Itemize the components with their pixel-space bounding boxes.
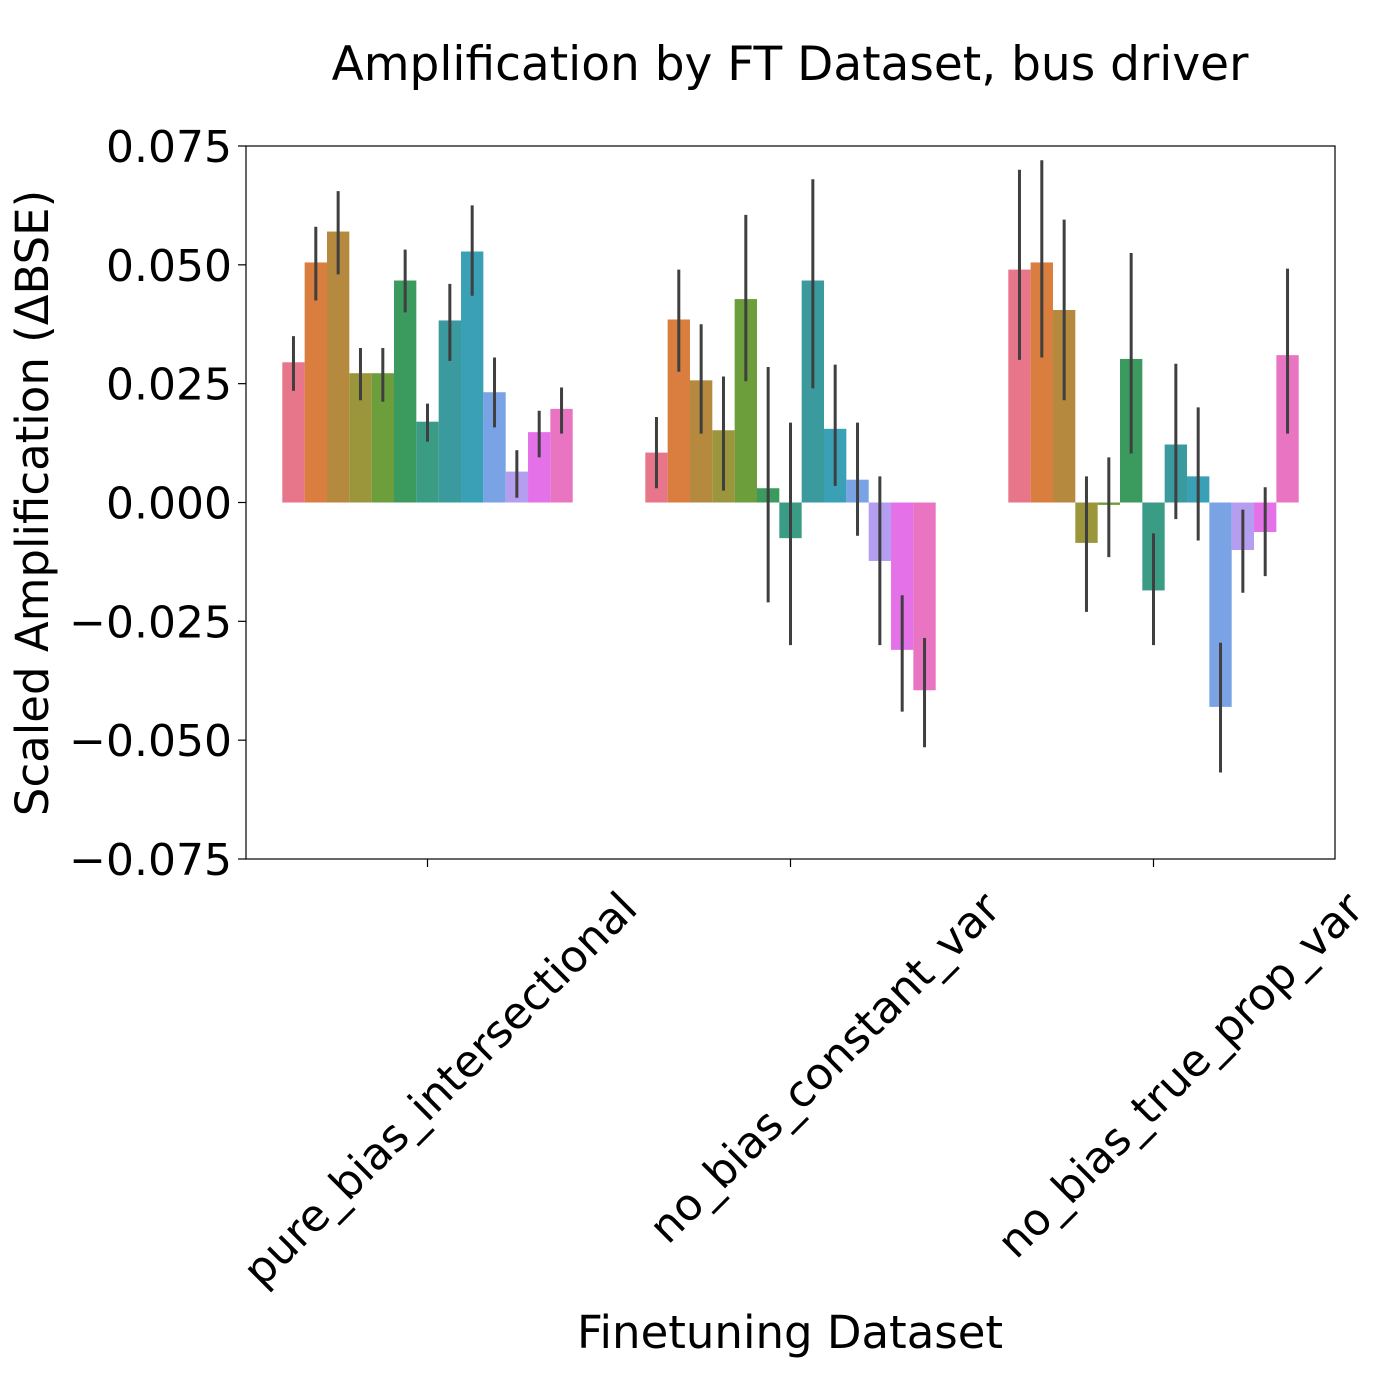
y-axis-label: Scaled Amplification (ΔBSE) xyxy=(6,190,59,816)
y-tick-label: −0.050 xyxy=(69,716,232,767)
x-tick-label-pure_bias_intersectional: pure_bias_intersectional xyxy=(233,883,647,1297)
bar-no_bias_constant_var-series-2 xyxy=(667,319,690,503)
bar-pure_bias_intersectional-series-6 xyxy=(393,280,417,503)
bar-no_bias_true_prop_var-series-3 xyxy=(1052,309,1076,503)
bar-no_bias_constant_var-series-8 xyxy=(801,280,825,503)
y-tick-label: −0.025 xyxy=(69,597,232,648)
y-tick-label: −0.075 xyxy=(69,835,232,886)
bar-no_bias_constant_var-series-5 xyxy=(734,299,757,503)
x-tick-label-no_bias_constant_var: no_bias_constant_var xyxy=(640,882,1011,1253)
bar-no_bias_constant_var-series-12 xyxy=(891,502,914,650)
bar-no_bias_true_prop_var-series-10 xyxy=(1209,502,1232,707)
x-axis-label: Finetuning Dataset xyxy=(577,1306,1003,1359)
bar-no_bias_true_prop_var-series-1 xyxy=(1008,269,1031,503)
bar-pure_bias_intersectional-series-1 xyxy=(282,362,305,503)
bar-pure_bias_intersectional-series-9 xyxy=(461,251,484,503)
chart-title: Amplification by FT Dataset, bus driver xyxy=(332,37,1249,92)
bar-pure_bias_intersectional-series-5 xyxy=(371,373,394,503)
bar-pure_bias_intersectional-series-10 xyxy=(483,392,506,503)
bar-pure_bias_intersectional-series-3 xyxy=(326,231,350,503)
x-axis: pure_bias_intersectionalno_bias_constant… xyxy=(233,859,1374,1297)
bar-pure_bias_intersectional-series-8 xyxy=(438,320,462,503)
bar-pure_bias_intersectional-series-13 xyxy=(550,408,573,503)
bar-pure_bias_intersectional-series-4 xyxy=(349,373,372,503)
bar-no_bias_constant_var-series-3 xyxy=(689,380,713,503)
bar-no_bias_true_prop_var-series-2 xyxy=(1030,262,1053,503)
bar-pure_bias_intersectional-series-7 xyxy=(416,421,439,503)
x-tick-label-no_bias_true_prop_var: no_bias_true_prop_var xyxy=(988,882,1374,1268)
y-axis: 0.075 0.050 0.025 0.000 −0.025 −0.050 −0.075 xyxy=(69,122,246,886)
bar-no_bias_constant_var-series-13 xyxy=(913,502,936,691)
y-tick-label: 0.050 xyxy=(106,241,232,292)
y-tick-label: 0.000 xyxy=(106,479,232,530)
bar-pure_bias_intersectional-series-12 xyxy=(528,432,551,503)
y-tick-label: 0.075 xyxy=(106,122,232,173)
error-bars-group xyxy=(291,160,1290,773)
bars-group xyxy=(282,231,1299,707)
bar-pure_bias_intersectional-series-2 xyxy=(304,262,327,503)
y-tick-label: 0.025 xyxy=(106,360,232,411)
